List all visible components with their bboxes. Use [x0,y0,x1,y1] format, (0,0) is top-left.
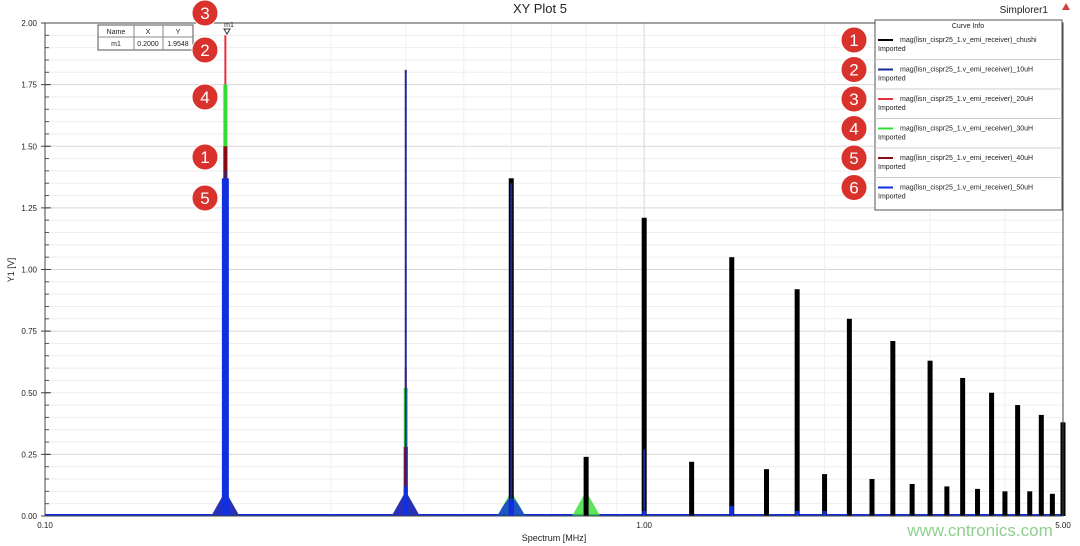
series-6-peak [795,511,800,516]
annotation-number: 2 [200,41,209,60]
legend-number: 1 [849,31,858,50]
marker-header-name: Name [107,29,126,36]
legend-entry-sub: Imported [878,135,906,142]
legend-title: Curve Info [952,23,984,30]
legend-number: 6 [849,179,858,198]
series-1-peak [1027,491,1033,516]
marker-x: 0.2000 [137,41,159,48]
series-6-peak [221,178,229,517]
legend-entry-sub: Imported [878,164,906,171]
series-1-peak [890,340,896,516]
legend-number-badge [840,85,868,113]
chart-title: XY Plot 5 [513,1,567,16]
legend-entry-name: mag(lisn_cispr25_1.v_emi_receiver)_20uH [900,96,1033,103]
marker-y: 1.9548 [167,41,189,48]
y-axis-label: Y1 [V] [6,258,16,283]
x-tick-label: 5.00 [1055,521,1071,530]
series-1-peak [583,456,589,516]
annotation-badge [191,143,219,171]
series-6-peak [729,506,734,516]
y-tick-label: 0.50 [21,389,37,398]
annotation-badge [191,184,219,212]
legend-box [874,19,1063,211]
app-label: Simplorer1 [1000,5,1049,16]
y-tick-label: 1.00 [21,266,37,275]
series-1-peak [1015,405,1021,516]
series-6-skirt [211,491,240,516]
series-1-peak [1002,491,1008,516]
legend-entry-sub: Imported [878,76,906,83]
marker-table: Name X Y m1 0.2000 1.9548 [97,24,194,51]
annotation-badge [191,0,219,27]
series-2-peak [510,183,513,516]
marker-header-y: Y [176,29,181,36]
legend-number-badge [840,115,868,142]
series-1-peak [975,488,981,516]
collapse-arrow-icon[interactable] [1062,3,1070,10]
series-1-peak [689,461,695,516]
x-axis-label: Spectrum [MHz] [522,533,587,543]
legend: Curve Info mag(lisn_cispr25_1.v_emi_recei… [840,19,1063,211]
y-tick-label: 2.00 [21,19,37,28]
annotation-number: 5 [200,189,209,208]
y-tick-label: 0.25 [21,450,37,459]
legend-entry-sub: Imported [878,194,906,201]
series-1-peak [641,217,647,517]
legend-entry-sub: Imported [878,105,906,112]
legend-entry-name: mag(lisn_cispr25_1.v_emi_receiver)_40uH [900,155,1033,162]
legend-entry-name: mag(lisn_cispr25_1.v_emi_receiver)_chush… [900,37,1037,44]
series-1-peak [1038,414,1044,516]
series-2-peak [643,449,646,516]
x-tick-label: 1.00 [636,521,652,530]
series-1-peak [1049,493,1055,516]
series-1-peak [846,318,852,516]
legend-number: 4 [849,120,858,139]
annotation-number: 1 [200,148,209,167]
series-1-peak [869,479,875,516]
marker-m1-label: m1 [224,22,234,29]
legend-number: 5 [849,149,858,168]
series-1-peak [944,486,950,516]
y-tick-label: 0.75 [21,327,37,336]
legend-number-badge [840,174,868,201]
marker-name: m1 [111,41,121,48]
marker-triangle-icon[interactable] [223,28,231,35]
x-tick-label: 0.10 [37,521,53,530]
y-tick-label: 1.25 [21,204,37,213]
legend-entry-name: mag(lisn_cispr25_1.v_emi_receiver)_30uH [900,126,1033,133]
legend-number-badge [840,56,868,83]
annotation-number: 4 [200,88,209,107]
legend-number: 2 [849,61,858,80]
series-6-skirt [391,491,420,516]
series-1-peak [794,289,800,516]
y-tick-label: 0.00 [21,512,37,521]
marker-header-x: X [146,29,151,36]
legend-entry-sub: Imported [878,46,906,53]
series-1-peak [729,257,735,516]
legend-entry-name: mag(lisn_cispr25_1.v_emi_receiver)_50uH [900,185,1033,192]
series-1-peak [927,360,933,516]
legend-number: 3 [849,90,858,109]
series-6-skirt [497,498,526,516]
legend-entry-name: mag(lisn_cispr25_1.v_emi_receiver)_10uH [900,67,1033,74]
annotation-badge [191,36,219,64]
annotation-number: 3 [200,4,209,23]
y-tick-label: 1.50 [21,142,37,151]
series-1-peak [960,377,966,516]
legend-number-badge [840,144,868,172]
series-1-peak [763,469,769,516]
series-1-peak [909,483,915,516]
y-tick-label: 1.75 [21,81,37,90]
series-6-peak [642,511,647,516]
watermark: www.cntronics.com [906,521,1052,540]
series-6-peak [822,511,827,516]
series-1-peak [822,474,828,516]
legend-number-badge [840,26,868,54]
series-2-peak [404,69,407,517]
series-1-peak [989,392,995,516]
annotation-badge [191,83,219,111]
